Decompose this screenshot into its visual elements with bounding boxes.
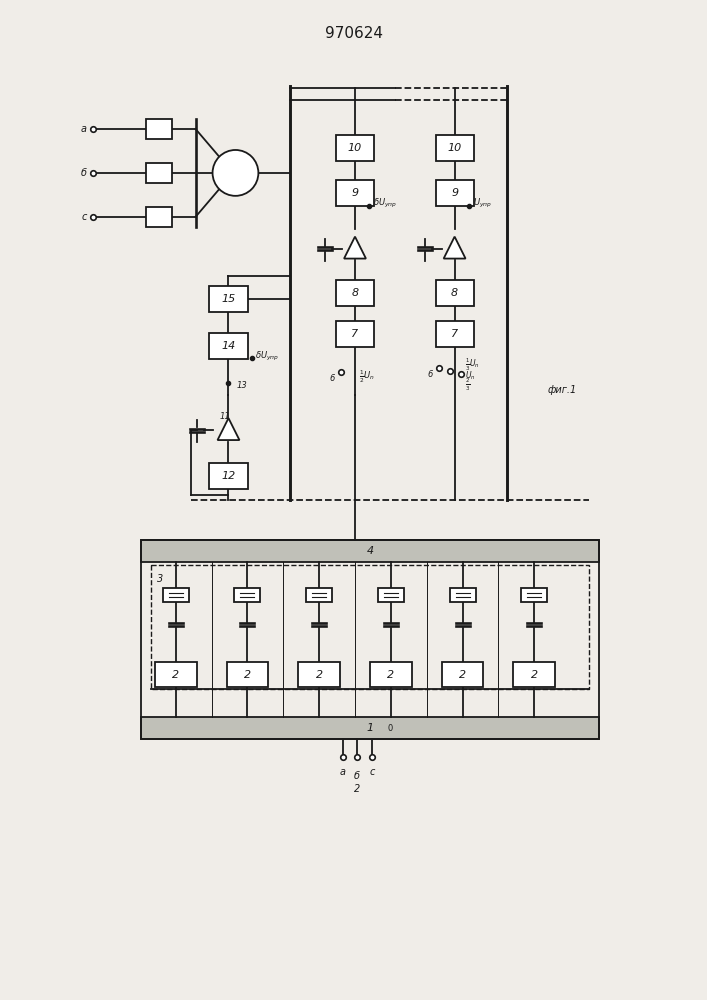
Circle shape <box>213 150 258 196</box>
Text: c: c <box>82 212 87 222</box>
Text: $\frac{1}{2}U_n$: $\frac{1}{2}U_n$ <box>359 368 375 385</box>
Text: 2: 2 <box>315 670 322 680</box>
Text: б: б <box>81 168 87 178</box>
Text: б: б <box>354 771 360 781</box>
Text: 8: 8 <box>351 288 358 298</box>
Text: 12: 12 <box>221 471 235 481</box>
Text: $U_n$: $U_n$ <box>464 369 475 382</box>
Bar <box>209 463 248 489</box>
Text: 6: 6 <box>427 370 433 379</box>
Text: a: a <box>81 124 87 134</box>
Bar <box>521 588 547 602</box>
Text: 10: 10 <box>348 143 362 153</box>
Text: 3: 3 <box>157 574 163 584</box>
Text: 13: 13 <box>236 381 247 390</box>
Bar <box>151 565 589 689</box>
Bar <box>209 333 248 359</box>
Bar <box>436 280 474 306</box>
Polygon shape <box>218 418 240 440</box>
Text: 2: 2 <box>354 784 360 794</box>
Text: c: c <box>369 767 375 777</box>
Bar <box>141 540 599 739</box>
Bar <box>226 662 269 687</box>
Bar <box>141 540 599 562</box>
Bar <box>336 135 374 161</box>
Bar <box>235 588 260 602</box>
Bar <box>155 662 197 687</box>
Bar <box>146 119 172 139</box>
Text: 9: 9 <box>451 188 458 198</box>
Bar <box>442 662 484 687</box>
Bar <box>146 163 172 183</box>
Bar <box>336 180 374 206</box>
Text: 0: 0 <box>387 724 392 733</box>
Polygon shape <box>344 237 366 259</box>
Text: $\frac{1}{3}U_n$: $\frac{1}{3}U_n$ <box>464 357 479 373</box>
Bar <box>336 280 374 306</box>
Text: $U_{упр}$: $U_{упр}$ <box>472 197 491 210</box>
Bar <box>436 135 474 161</box>
Bar <box>370 662 411 687</box>
Bar <box>436 321 474 347</box>
Text: $\frac{2}{3}$: $\frac{2}{3}$ <box>464 377 470 393</box>
Text: a: a <box>340 767 346 777</box>
Polygon shape <box>444 237 465 259</box>
Text: фиг.1: фиг.1 <box>547 385 576 395</box>
Text: 970624: 970624 <box>325 26 383 41</box>
Text: $\delta U_{упр}$: $\delta U_{упр}$ <box>255 350 279 363</box>
Text: 2: 2 <box>387 670 395 680</box>
Bar <box>146 207 172 227</box>
Bar <box>306 588 332 602</box>
Bar <box>141 717 599 739</box>
Text: 10: 10 <box>448 143 462 153</box>
Text: 14: 14 <box>221 341 235 351</box>
Text: 2: 2 <box>244 670 251 680</box>
Bar <box>163 588 189 602</box>
Text: $\delta U_{упр}$: $\delta U_{упр}$ <box>373 197 397 210</box>
Bar <box>450 588 476 602</box>
Text: 11: 11 <box>219 412 230 421</box>
Text: 7: 7 <box>451 329 458 339</box>
Text: 6: 6 <box>329 374 335 383</box>
Text: 2: 2 <box>459 670 466 680</box>
Bar <box>378 588 404 602</box>
Text: 9: 9 <box>351 188 358 198</box>
Text: 2: 2 <box>531 670 538 680</box>
Text: 7: 7 <box>351 329 358 339</box>
Bar <box>209 286 248 312</box>
Bar <box>298 662 340 687</box>
Text: 8: 8 <box>451 288 458 298</box>
Bar <box>513 662 555 687</box>
Text: 4: 4 <box>366 546 373 556</box>
Bar <box>336 321 374 347</box>
Text: 2: 2 <box>172 670 180 680</box>
Text: 15: 15 <box>221 294 235 304</box>
Text: 1: 1 <box>366 723 373 733</box>
Bar <box>436 180 474 206</box>
